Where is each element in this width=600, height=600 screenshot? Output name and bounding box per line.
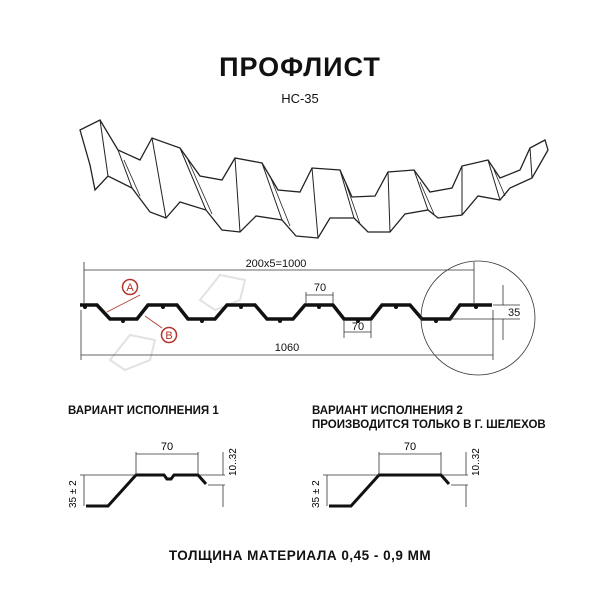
variant2-note: ПРОИЗВОДИТСЯ ТОЛЬКО В Г. ШЕЛЕХОВ	[312, 419, 546, 431]
dim-top-70: 70	[314, 282, 326, 294]
marker-b: B	[165, 330, 172, 342]
variant2-detail: 70 35 ± 2 10..32	[311, 441, 482, 508]
variant1-label: ВАРИАНТ ИСПОЛНЕНИЯ 1	[68, 405, 219, 417]
dimension-lines	[80, 260, 536, 376]
markers: A B	[121, 278, 178, 344]
variant2-label: ВАРИАНТ ИСПОЛНЕНИЯ 2	[312, 405, 463, 417]
dimension-labels: 200x5=1000 1060 70 70 35	[246, 258, 521, 354]
sheet-perspective-illustration	[79, 119, 549, 239]
variant2-dim-height: 35 ± 2	[311, 480, 322, 508]
watermark-logo	[108, 273, 247, 372]
page-subtitle: НС-35	[281, 91, 319, 106]
material-thickness-note: ТОЛЩИНА МАТЕРИАЛА 0,45 - 0,9 ММ	[168, 548, 432, 563]
marker-a: A	[126, 282, 134, 294]
variant1-detail: 70 35 ± 2 10..32	[68, 441, 239, 508]
variant2-dim-width: 70	[404, 441, 416, 453]
variant1-dim-edge: 10..32	[228, 448, 239, 476]
detail-circle	[420, 260, 536, 376]
page-title: ПРОФЛИСТ	[219, 52, 381, 82]
dim-bottom-70: 70	[352, 321, 364, 333]
variant2-dim-edge: 10..32	[471, 448, 482, 476]
variant1-dim-height: 35 ± 2	[68, 480, 79, 508]
profile-cross-section	[80, 303, 492, 323]
dim-total: 1060	[275, 342, 299, 354]
dim-pitch: 200x5=1000	[246, 258, 307, 270]
variant1-dim-width: 70	[161, 441, 173, 453]
dim-height-35: 35	[508, 307, 520, 319]
